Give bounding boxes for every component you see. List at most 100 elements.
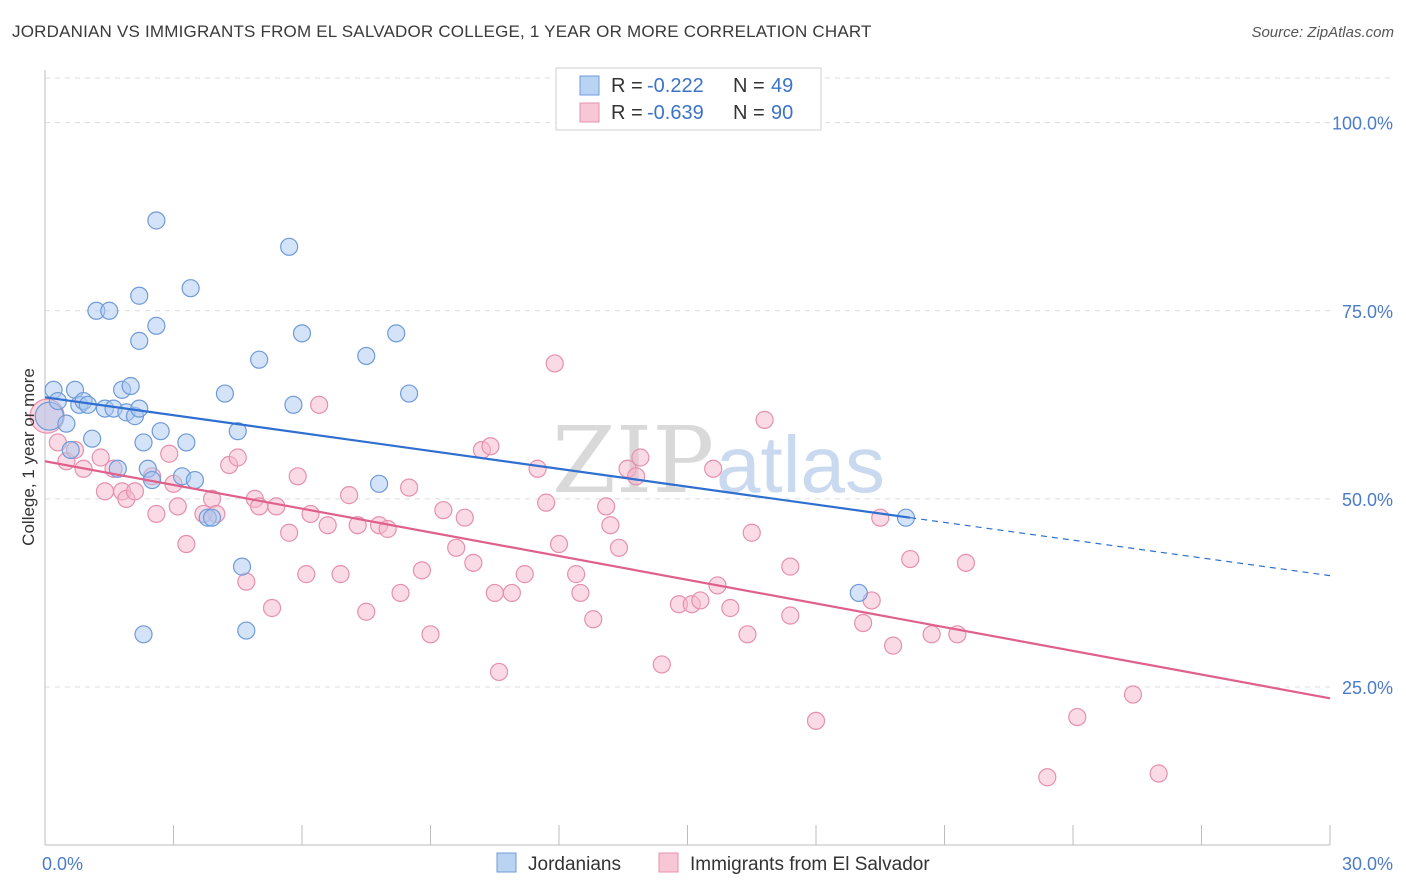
jordanian-point: [147, 316, 166, 335]
grid: [45, 77, 1395, 688]
jordanian-points: [34, 211, 916, 644]
salvador-point: [481, 437, 500, 456]
jordanian-point: [134, 625, 153, 644]
jordanian-point: [202, 508, 222, 527]
salvador-point: [755, 410, 774, 429]
salvador-point: [237, 572, 256, 591]
trend-lines: [44, 396, 1331, 700]
y-tick-label: 50.0%: [1342, 490, 1393, 510]
x-tick-label: 0.0%: [42, 854, 83, 874]
salvador-point: [584, 610, 603, 629]
salvador-point: [631, 448, 650, 467]
x-tick-label: 30.0%: [1342, 854, 1393, 874]
salvador-point: [922, 625, 941, 644]
salvador-point: [597, 497, 616, 516]
salvador-trend-line: [44, 460, 1331, 700]
salvador-point: [95, 482, 115, 501]
stats-legend: R = -0.222 N = 49 R = -0.639 N = 90: [555, 67, 822, 131]
jordanian-point: [83, 429, 102, 448]
salvador-point: [567, 565, 586, 584]
bottom-legend-label-salvador: Immigrants from El Salvador: [690, 854, 930, 875]
jordanian-point: [48, 391, 67, 411]
jordanian-point: [849, 583, 868, 603]
legend-n-label-salvador: N =: [733, 102, 765, 124]
x-tick-labels: 0.0% 30.0%: [42, 854, 1393, 874]
source-label: Source: ZipAtlas.com: [1251, 24, 1394, 41]
series-legend: Jordanians Immigrants from El Salvador: [496, 852, 930, 875]
salvador-point: [956, 553, 976, 572]
y-tick-labels: 100.0% 75.0% 50.0% 25.0%: [1332, 114, 1393, 698]
legend-n-value-jordanian: 49: [771, 75, 793, 97]
salvador-point: [545, 354, 564, 373]
salvador-point: [391, 583, 410, 603]
salvador-point: [489, 662, 509, 682]
jordanian-point: [130, 331, 149, 350]
jordanian-point: [185, 470, 205, 490]
salvador-point: [310, 395, 329, 414]
salvador-point: [609, 538, 629, 557]
chart-title: JORDANIAN VS IMMIGRANTS FROM EL SALVADOR…: [12, 22, 872, 41]
bottom-legend-swatch-salvador: [658, 852, 679, 873]
bottom-legend-swatch-jordanian: [496, 852, 517, 873]
salvador-point: [854, 613, 873, 633]
stats-legend-box: [555, 67, 822, 131]
salvador-point: [1149, 764, 1168, 783]
salvador-point: [464, 553, 483, 572]
salvador-point: [160, 444, 179, 463]
jordanian-trend-line: [44, 396, 911, 519]
salvador-point: [738, 625, 757, 644]
jordanian-point: [237, 621, 256, 640]
jordanian-point: [280, 237, 299, 256]
jordanian-point: [232, 557, 252, 576]
salvador-point: [485, 583, 504, 603]
legend-n-value-salvador: 90: [771, 102, 793, 124]
salvador-point: [1068, 707, 1087, 727]
legend-r-value-jordanian: -0.222: [647, 75, 704, 97]
legend-r-label-salvador: R =: [611, 102, 643, 124]
salvador-point: [742, 523, 761, 542]
salvador-point: [601, 516, 620, 535]
salvador-point: [348, 516, 367, 535]
jordanian-point: [177, 433, 196, 452]
jordanian-point: [399, 384, 419, 403]
salvador-point: [399, 478, 419, 497]
salvador-point: [455, 508, 474, 527]
salvador-point: [168, 497, 187, 516]
salvador-point: [691, 591, 710, 610]
jordanian-point: [57, 414, 76, 433]
salvador-point: [901, 549, 920, 569]
jordanian-point: [100, 301, 119, 320]
salvador-point: [412, 561, 432, 580]
salvador-point: [447, 538, 466, 557]
salvador-point: [301, 504, 320, 524]
legend-swatch-jordanian: [579, 75, 600, 96]
jordanian-point: [387, 324, 406, 343]
jordanian-point: [292, 324, 312, 343]
salvador-point: [549, 534, 569, 554]
salvador-point: [1123, 685, 1143, 704]
salvador-point: [357, 602, 376, 621]
jordanian-point: [151, 422, 170, 441]
salvador-point: [571, 583, 590, 603]
y-tick-label: 75.0%: [1342, 302, 1393, 322]
salvador-point: [228, 448, 247, 467]
legend-swatch-salvador: [579, 102, 600, 123]
salvador-point: [421, 625, 440, 644]
legend-r-label-jordanian: R =: [611, 75, 643, 97]
bottom-legend-label-jordanian: Jordanians: [528, 854, 621, 875]
jordanian-point: [130, 286, 149, 305]
salvador-point: [537, 493, 556, 512]
jordanian-point: [284, 395, 303, 414]
salvador-point: [177, 534, 196, 554]
salvador-point: [125, 482, 145, 501]
salvador-point: [502, 583, 521, 603]
salvador-point: [704, 459, 723, 478]
salvador-point: [781, 557, 800, 576]
watermark: ZIP atlas: [552, 407, 885, 514]
legend-r-value-salvador: -0.639: [647, 102, 704, 124]
jordanian-trend-extension: [910, 517, 1331, 577]
salvador-point: [528, 459, 547, 478]
salvador-point: [318, 516, 337, 535]
axes: [44, 70, 1331, 846]
